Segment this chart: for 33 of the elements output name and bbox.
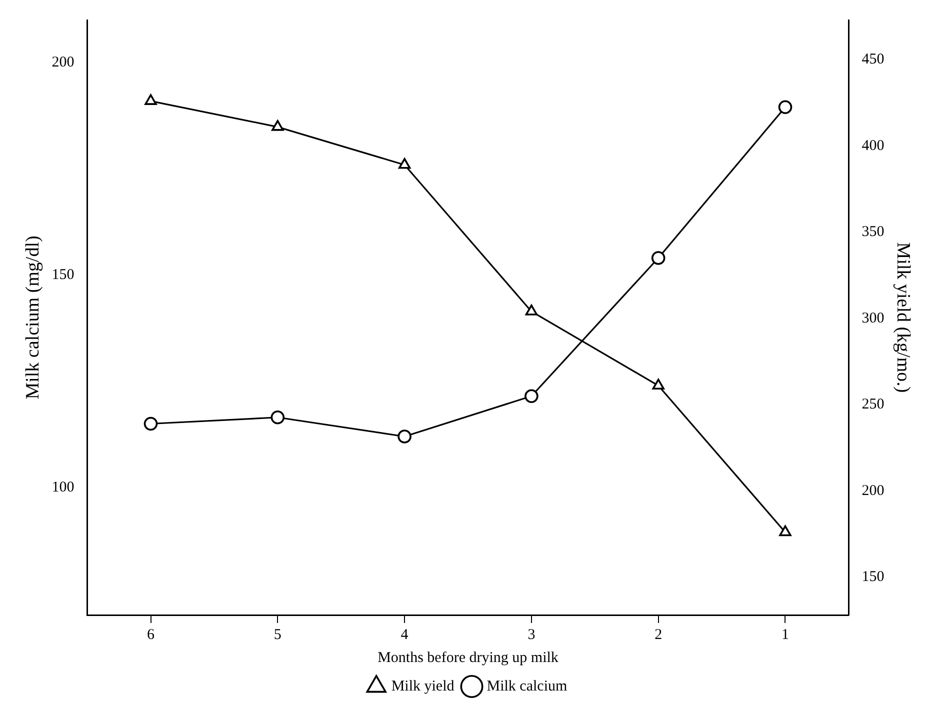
x-tick-label: 6	[147, 626, 155, 643]
y2-tick-label: 200	[862, 482, 884, 499]
y-axis-title: Milk calcium (mg/dl)	[22, 236, 44, 400]
point	[272, 120, 284, 131]
point	[651, 251, 666, 265]
y-tick-label: 100	[52, 479, 74, 496]
point	[652, 378, 664, 390]
point	[525, 304, 538, 316]
legend-label: Milk yield	[391, 678, 455, 694]
x-tick-label: 4	[400, 626, 409, 643]
point	[779, 525, 792, 536]
y2-tick-label: 400	[862, 138, 884, 154]
x-tick-label: 5	[274, 626, 282, 643]
point	[524, 389, 538, 404]
x-axis-title: Months before drying up milk	[378, 650, 559, 666]
y2-tick-label: 350	[862, 224, 884, 240]
point	[398, 158, 411, 169]
point	[144, 94, 157, 105]
point	[270, 410, 285, 424]
y2-tick-label: 450	[862, 52, 884, 68]
x-tick-label: 3	[528, 626, 536, 643]
point	[144, 416, 158, 431]
y2-tick-label: 300	[862, 310, 884, 326]
x-tick-label: 1	[782, 626, 789, 643]
y-tick-label: 150	[52, 266, 74, 283]
legend-label: Milk calcium	[486, 678, 568, 694]
y2-axis-title: Milk yield (kg/mo.)	[892, 242, 914, 393]
y-tick-label: 200	[52, 54, 74, 70]
point	[398, 430, 412, 444]
x-tick-label: 2	[654, 626, 662, 643]
y2-tick-label: 150	[862, 568, 884, 585]
y2-tick-label: 250	[862, 396, 884, 413]
point	[778, 100, 792, 114]
